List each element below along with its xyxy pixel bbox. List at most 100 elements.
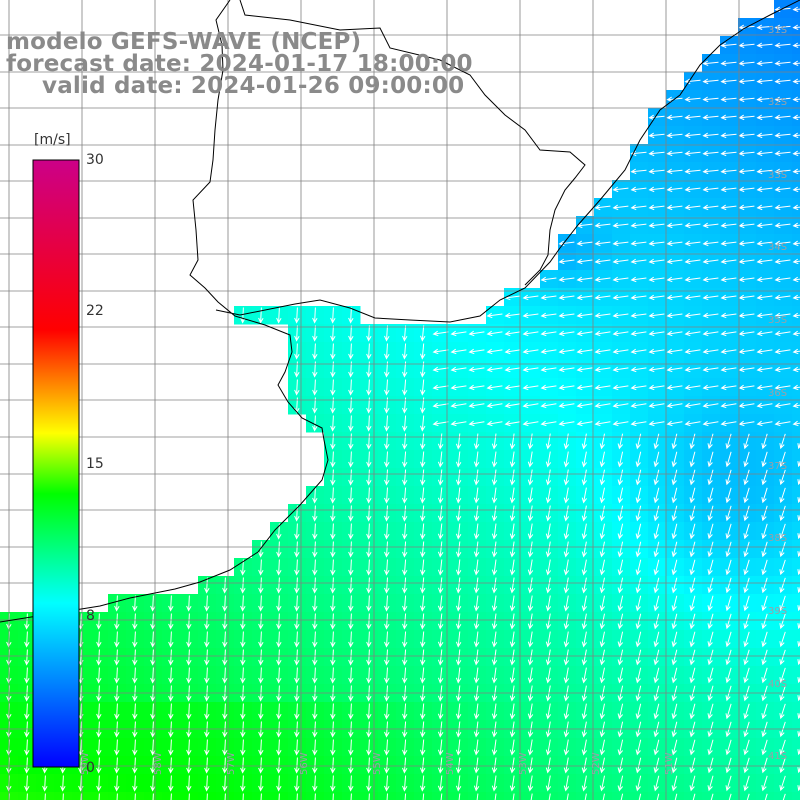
wind-arrow — [689, 469, 696, 486]
wind-arrow — [450, 402, 467, 409]
wind-arrow — [576, 240, 593, 247]
wind-arrow — [581, 469, 587, 486]
wind-arrow — [545, 541, 552, 558]
wind-arrow — [653, 775, 660, 792]
wind-arrow — [420, 379, 426, 396]
wind-arrow — [134, 793, 136, 800]
wind-arrow — [455, 487, 462, 504]
wind-arrow — [509, 433, 516, 450]
wind-arrow — [792, 60, 800, 66]
wind-arrow — [689, 613, 696, 630]
wind-arrow — [774, 42, 791, 48]
wind-arrow — [638, 793, 642, 800]
wind-arrow — [224, 793, 226, 800]
wind-arrow — [312, 379, 318, 396]
wind-arrow — [707, 487, 714, 504]
wind-speed-cell — [756, 792, 775, 800]
wind-arrow — [594, 258, 611, 265]
wind-arrow — [276, 307, 282, 324]
wind-arrow — [366, 577, 372, 594]
latitude-label: 37S — [768, 461, 787, 472]
wind-arrow — [725, 433, 732, 450]
wind-arrow — [684, 150, 701, 157]
wind-arrow — [491, 631, 498, 648]
wind-arrow — [725, 631, 732, 648]
wind-arrow — [779, 523, 786, 540]
wind-arrow — [563, 595, 570, 612]
wind-arrow — [648, 240, 665, 247]
wind-arrow — [545, 577, 552, 594]
wind-arrow — [504, 330, 521, 337]
wind-arrow — [792, 150, 800, 157]
wind-arrow — [260, 793, 262, 800]
wind-arrow — [563, 541, 570, 558]
wind-arrow — [455, 757, 462, 774]
wind-arrow — [666, 186, 683, 193]
wind-arrow — [707, 595, 714, 612]
wind-arrow — [797, 730, 800, 738]
wind-arrow — [332, 793, 334, 800]
wind-arrow — [743, 703, 750, 720]
wind-arrow — [545, 775, 552, 792]
wind-speed-cell — [792, 774, 800, 793]
wind-arrow — [276, 559, 282, 576]
wind-arrow — [491, 757, 498, 774]
wind-arrow — [671, 433, 678, 450]
wind-arrow — [420, 559, 426, 576]
wind-speed-cell — [576, 792, 595, 800]
wind-arrow — [420, 649, 426, 666]
wind-arrow — [761, 739, 768, 756]
wind-arrow — [707, 469, 714, 486]
wind-arrow — [509, 595, 516, 612]
wind-arrow — [761, 433, 768, 450]
wind-arrow — [689, 757, 696, 774]
wind-arrow — [204, 775, 210, 792]
wind-arrow — [348, 613, 354, 630]
wind-arrow — [581, 757, 587, 774]
wind-arrow — [599, 703, 605, 720]
wind-arrow — [792, 42, 800, 48]
wind-arrow — [491, 577, 498, 594]
wind-arrow — [797, 784, 800, 792]
wind-arrow — [473, 523, 480, 540]
wind-arrow — [756, 186, 773, 193]
wind-arrow — [473, 613, 480, 630]
wind-arrow — [527, 559, 534, 576]
wind-arrow — [648, 186, 665, 193]
wind-arrow — [774, 132, 791, 139]
wind-arrow — [738, 384, 755, 391]
wind-arrow — [96, 739, 102, 756]
wind-arrow — [384, 613, 390, 630]
wind-arrow — [720, 186, 737, 193]
wind-speed-cell — [792, 756, 800, 775]
wind-arrow — [653, 433, 660, 450]
wind-arrow — [666, 420, 683, 427]
wind-arrow — [630, 366, 647, 373]
wind-speed-cell — [702, 792, 721, 800]
wind-speed-cell — [594, 792, 613, 800]
wind-arrow — [653, 631, 660, 648]
wind-arrow — [710, 793, 714, 800]
longitude-label: 52W — [591, 752, 602, 775]
wind-arrow — [294, 703, 300, 720]
wind-arrow — [684, 366, 701, 373]
wind-arrow — [612, 402, 629, 409]
wind-arrow — [782, 793, 786, 800]
wind-arrow — [350, 793, 352, 800]
wind-arrow — [617, 667, 624, 684]
wind-arrow — [276, 613, 282, 630]
wind-arrow — [774, 186, 791, 193]
wind-arrow — [258, 541, 264, 558]
wind-arrow — [746, 793, 750, 800]
wind-arrow — [504, 420, 521, 427]
wind-arrow — [689, 649, 696, 666]
wind-arrow — [792, 96, 800, 103]
wind-arrow — [330, 541, 336, 558]
wind-arrow — [312, 649, 318, 666]
wind-arrow — [779, 451, 786, 468]
wind-arrow — [437, 703, 444, 720]
wind-speed-cell — [522, 792, 541, 800]
wind-arrow — [494, 793, 497, 800]
wind-arrow — [563, 631, 570, 648]
wind-arrow — [150, 649, 156, 666]
